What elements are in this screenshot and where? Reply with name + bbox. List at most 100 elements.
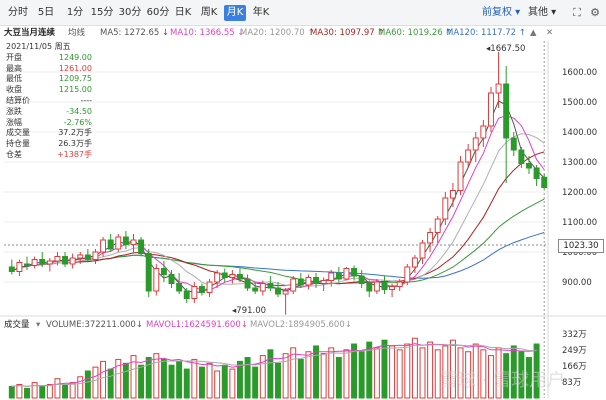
volume-bar [259, 355, 266, 399]
candle [168, 270, 175, 288]
price-tick: 900.00 [562, 278, 592, 288]
candle [320, 277, 327, 291]
volume-bar [282, 353, 289, 399]
info-date: 2021/11/05 周五 [6, 42, 71, 51]
candle-body [237, 274, 243, 280]
volume-bar [244, 357, 251, 399]
price-tick: 1200.00 [562, 188, 597, 198]
candle-body [518, 149, 525, 164]
volume-bar [252, 366, 259, 399]
volume-bar [77, 376, 84, 399]
candle-body [229, 274, 236, 278]
candle [84, 249, 91, 263]
info-value: 1215.00 [58, 85, 92, 95]
info-row: 成交量 37.2万手 [4, 128, 92, 139]
candle [472, 132, 479, 162]
watermark: 雪球 · 雪球用户 [440, 370, 566, 391]
other-label: 其他 [528, 7, 548, 18]
candle-body [176, 283, 183, 292]
candle-body [480, 125, 487, 139]
candle [480, 120, 487, 147]
candle [46, 258, 53, 272]
volume-bar [206, 362, 213, 399]
tab-weekly-k[interactable]: 周K [200, 7, 218, 18]
other-dropdown[interactable]: 其他 ▾ [528, 5, 556, 21]
ma20-value: MA20: 1200.70 ↑ [240, 28, 315, 38]
close-icon[interactable]: ✕ [546, 28, 554, 38]
candle [62, 252, 69, 267]
candle [138, 237, 145, 257]
candle-body [198, 286, 205, 293]
last-price-label: 1023.30 [558, 239, 604, 253]
arrow-left-icon: ◂ [486, 44, 491, 54]
volume-bar [8, 385, 15, 399]
collapse-icon[interactable]: ▲ [530, 28, 537, 38]
tab-daily-k[interactable]: 日K [174, 7, 192, 18]
candle [358, 270, 365, 288]
tab-yearly-k[interactable]: 年K [252, 7, 270, 18]
candle [373, 279, 380, 294]
candle-body [358, 275, 365, 284]
candle-body [411, 257, 418, 268]
tab-15min[interactable]: 15分 [90, 7, 114, 18]
chevron-down-icon: ▾ [548, 7, 557, 18]
info-row: 最高 1261.00 [4, 64, 92, 75]
tab-monthly-k[interactable]: 月K [224, 5, 246, 21]
info-row: 开盘 1249.00 [4, 53, 92, 64]
candle-body [168, 274, 175, 284]
candle-body [503, 83, 510, 139]
candle [267, 276, 274, 291]
candle-body [107, 239, 114, 250]
candle-body [69, 257, 76, 265]
tab-60min[interactable]: 60分 [146, 7, 170, 18]
tab-1min[interactable]: 1分 [66, 7, 84, 18]
candle-body [221, 272, 228, 278]
candle-body [183, 290, 190, 299]
candle [16, 259, 23, 276]
candle [244, 274, 251, 291]
candle-body [442, 197, 449, 220]
volume-bar [198, 366, 205, 399]
price-tick: 1500.00 [562, 98, 597, 108]
candle-body [305, 277, 312, 286]
ma5-value: MA5: 1272.65 ↓ [100, 28, 170, 38]
candle-body [465, 149, 472, 163]
candle-body [282, 290, 289, 295]
adjust-dropdown[interactable]: 前复权 ▾ [482, 5, 520, 21]
volume-bar [145, 357, 152, 399]
candle-body [526, 163, 532, 169]
tab-30min[interactable]: 30分 [118, 7, 142, 18]
candle [229, 270, 236, 284]
info-row: 最低 1209.75 [4, 74, 92, 85]
candle-body [24, 263, 30, 266]
candle [92, 249, 99, 264]
candle [503, 66, 510, 183]
candle [457, 156, 464, 195]
candle-body [191, 286, 198, 299]
price-tick: 1300.00 [562, 158, 597, 168]
volume-bar [214, 370, 221, 399]
tab-5day[interactable]: 5日 [37, 7, 55, 18]
volume-bar [100, 360, 107, 399]
indicator-select[interactable]: 均线 [68, 28, 86, 38]
candle-body [275, 287, 281, 295]
candle-body [320, 280, 327, 284]
candle-body [427, 232, 434, 244]
candle-body [335, 272, 342, 280]
price-tick: 1100.00 [562, 218, 597, 228]
tab-intraday[interactable]: 分时 [8, 7, 28, 18]
candle [526, 156, 532, 174]
candle [487, 87, 494, 132]
candle-body [457, 161, 464, 191]
info-value: ---- [80, 95, 92, 105]
candle [39, 252, 46, 267]
info-key: 最高 [6, 63, 22, 73]
fullscreen-icon[interactable]: ⛶ [573, 6, 581, 19]
candle-body [373, 281, 380, 292]
info-key: 结算价 [6, 95, 30, 105]
volume-bar [229, 368, 236, 399]
candle-body [389, 286, 396, 290]
candle [335, 267, 342, 282]
settings-icon[interactable]: ⚙ [590, 6, 600, 19]
dropdown-icon[interactable]: ▾ [36, 320, 41, 330]
